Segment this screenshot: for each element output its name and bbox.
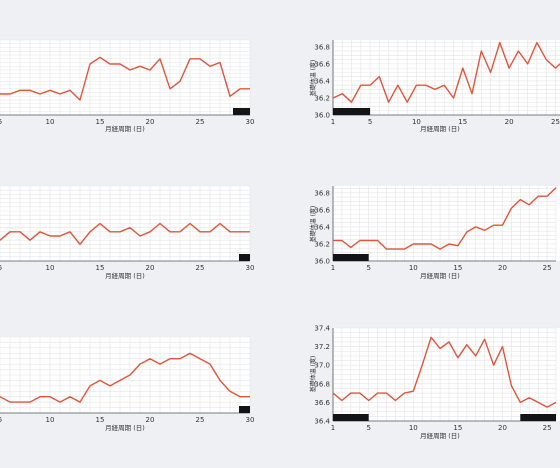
y-tick-label: 36.0 (314, 112, 330, 120)
menstruation-bar (333, 414, 369, 421)
x-tick-label: 20 (146, 264, 155, 272)
x-tick-label: 10 (46, 416, 55, 424)
y-tick-label: 36.4 (314, 223, 330, 231)
menstruation-bar (333, 254, 369, 261)
y-tick-label: 36.2 (314, 240, 330, 248)
x-tick-label: 5 (0, 118, 2, 126)
chart-5: 5 10 15 20 25 30 (0, 336, 255, 424)
y-tick-label: 36.6 (314, 60, 330, 68)
y-tick-label: 37.2 (314, 343, 330, 351)
x-tick-label: 30 (246, 264, 255, 272)
x-tick-label: 25 (196, 264, 205, 272)
chart-panel-3: 5 10 15 20 25 30 月経周期 (日) (0, 185, 255, 280)
x-tick-label: 15 (96, 264, 105, 272)
menstruation-bar (233, 108, 250, 115)
temperature-line (0, 56, 250, 101)
y-tick-label: 36.4 (314, 77, 330, 85)
temperature-line (333, 187, 557, 250)
x-tick-label: 15 (458, 118, 467, 126)
x-tick-label: 25 (543, 264, 552, 272)
x-tick-label: 30 (246, 416, 255, 424)
x-axis-label: 月経周期 (日) (105, 423, 145, 432)
y-tick-label: 36.8 (314, 189, 330, 197)
menstruation-bar (239, 254, 250, 261)
x-tick-label: 30 (246, 118, 255, 126)
y-tick-label: 37.0 (314, 362, 330, 370)
chart-1: 5 10 15 20 25 30 (0, 39, 255, 126)
x-tick-label: 15 (96, 416, 105, 424)
x-tick-label: 20 (498, 424, 507, 432)
menstruation-bar (520, 414, 556, 421)
y-tick-label: 36.2 (314, 94, 330, 102)
y-tick-label: 36.0 (314, 258, 330, 266)
y-tick-label: 36.8 (314, 43, 330, 51)
x-axis-label: 月経周期 (日) (420, 431, 460, 440)
chart-panel-1: 5 10 15 20 25 30 月経周期 (日) (0, 39, 255, 133)
x-axis-label: 月経周期 (日) (105, 271, 145, 280)
y-axis-label: 基礎体温 (度) (309, 206, 317, 243)
x-tick-label: 15 (96, 118, 105, 126)
x-tick-label: 10 (409, 264, 418, 272)
temperature-line (332, 336, 557, 408)
temperature-line (0, 222, 250, 246)
x-tick-label: 5 (368, 118, 372, 126)
y-tick-label: 36.4 (314, 418, 330, 426)
x-tick-label: 20 (498, 264, 507, 272)
x-tick-label: 10 (46, 118, 55, 126)
x-tick-label: 25 (196, 416, 205, 424)
y-axis-label: 基礎体温 (度) (309, 60, 317, 97)
y-tick-label: 37.4 (314, 325, 330, 333)
x-tick-label: 25 (551, 118, 560, 126)
menstruation-bar (333, 108, 371, 115)
x-tick-label: 20 (146, 416, 155, 424)
menstruation-bar (239, 406, 250, 413)
x-tick-label: 20 (505, 118, 514, 126)
y-tick-label: 36.8 (314, 380, 330, 388)
x-tick-label: 15 (453, 264, 462, 272)
x-tick-label: 5 (366, 264, 370, 272)
x-axis-label: 月経周期 (日) (420, 271, 460, 280)
x-tick-label: 10 (412, 118, 421, 126)
x-axis-label: 月経周期 (日) (420, 124, 460, 133)
temperature-line (0, 352, 250, 403)
y-axis-label: 基礎体温 (度) (309, 356, 317, 393)
x-tick-label: 25 (543, 424, 552, 432)
x-tick-label: 1 (331, 118, 335, 126)
x-tick-label: 25 (196, 118, 205, 126)
y-tick-label: 36.6 (314, 206, 330, 214)
x-tick-label: 5 (0, 264, 2, 272)
x-tick-label: 10 (409, 424, 418, 432)
x-tick-label: 1 (331, 264, 335, 272)
x-tick-label: 5 (0, 416, 2, 424)
x-tick-label: 5 (366, 424, 370, 432)
x-tick-label: 20 (146, 118, 155, 126)
chart-3: 5 10 15 20 25 30 (0, 185, 255, 272)
x-tick-label: 1 (331, 424, 335, 432)
x-axis-label: 月経周期 (日) (105, 124, 145, 133)
temperature-line (332, 41, 560, 103)
y-tick-label: 36.6 (314, 399, 330, 407)
x-tick-label: 10 (46, 264, 55, 272)
chart-panel-5: 5 10 15 20 25 30 月経周期 (日) (0, 336, 255, 432)
x-tick-label: 15 (453, 424, 462, 432)
